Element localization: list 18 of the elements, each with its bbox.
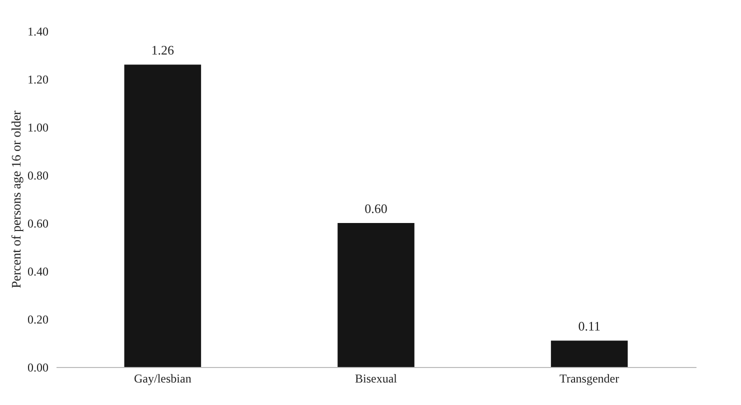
y-tick-label: 0.40	[28, 264, 48, 278]
y-tick-label: 0.20	[28, 312, 48, 326]
data-label: 0.11	[578, 318, 600, 334]
x-tick-label: Transgender	[560, 372, 620, 386]
y-axis-title: Percent of persons age 16 or older	[8, 110, 24, 288]
y-tick-label: 0.60	[28, 216, 48, 230]
x-tick-label: Gay/lesbian	[134, 372, 192, 386]
x-tick-label: Bisexual	[355, 372, 398, 386]
bar	[550, 340, 628, 367]
data-label: 1.26	[151, 42, 175, 58]
y-tick-label: 1.20	[28, 72, 48, 86]
y-tick-label: 0.00	[28, 360, 48, 374]
data-label: 0.60	[364, 201, 388, 216]
y-tick-label: 1.00	[28, 120, 48, 134]
y-tick-label: 1.40	[28, 24, 48, 38]
bar	[338, 223, 414, 367]
y-tick-label: 0.80	[28, 168, 48, 182]
bar	[124, 64, 202, 367]
